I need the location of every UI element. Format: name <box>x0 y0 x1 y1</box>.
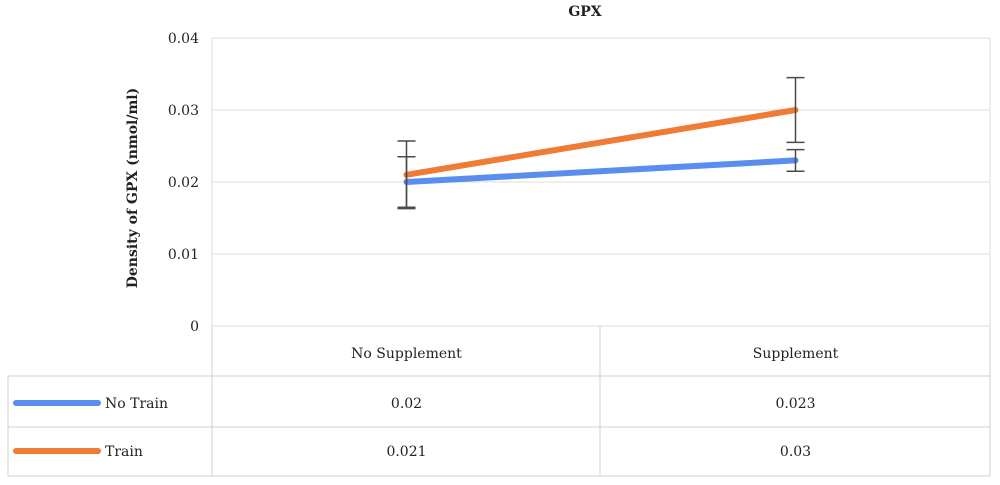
legend-label: No Train <box>105 396 168 412</box>
y-axis-ticks: 0 0.01 0.02 0.03 0.04 <box>168 31 199 335</box>
error-bars <box>397 76 805 210</box>
table-value: 0.02 <box>391 396 422 412</box>
series-lines <box>403 107 799 185</box>
y-tick-label: 0.02 <box>168 175 199 191</box>
error-bar <box>397 140 416 210</box>
series-line <box>403 157 799 185</box>
table-value: 0.021 <box>386 444 426 460</box>
series-line <box>403 107 799 178</box>
error-bar <box>786 76 805 144</box>
x-category-label: Supplement <box>753 346 839 362</box>
y-tick-label: 0.03 <box>168 103 199 119</box>
gridlines <box>211 37 991 327</box>
table-value: 0.023 <box>775 396 815 412</box>
y-axis-label: Density of GPX (nmol/ml) <box>125 88 141 289</box>
x-category-label: No Supplement <box>351 346 462 362</box>
data-table: No Supplement Supplement No Train 0.02 0.023… <box>7 326 991 477</box>
chart-title: GPX <box>568 4 601 20</box>
y-tick-label: 0.01 <box>168 247 199 263</box>
table-value: 0.03 <box>780 444 811 460</box>
error-bar <box>786 148 805 172</box>
legend-label: Train <box>105 444 143 460</box>
y-tick-label: 0 <box>190 319 199 335</box>
y-tick-label: 0.04 <box>168 31 199 47</box>
